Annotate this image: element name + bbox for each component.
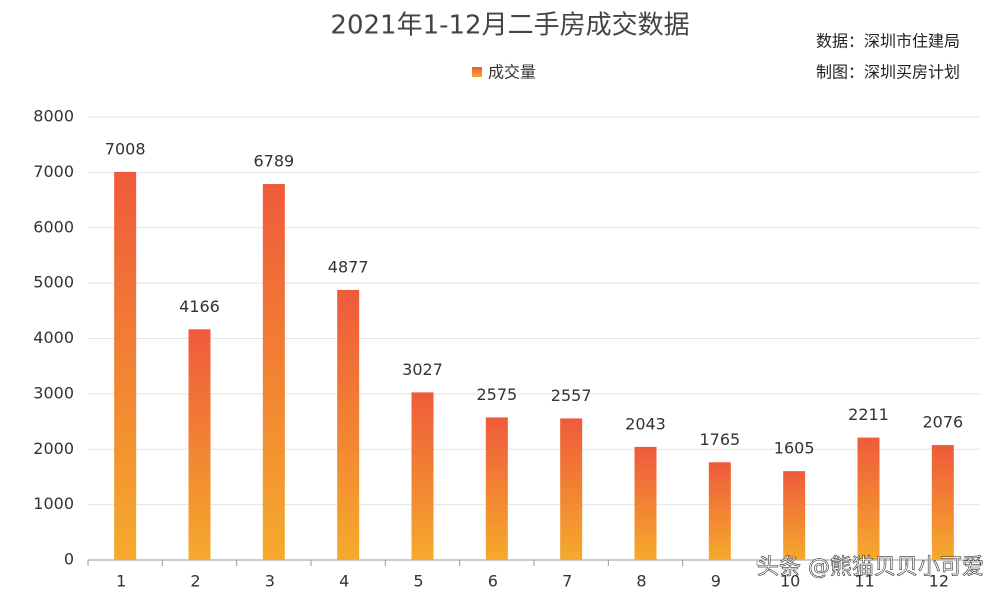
source-note: 数据：深圳市住建局 [816,32,960,51]
y-tick-label: 7000 [33,162,74,181]
x-tick-label: 7 [562,572,572,591]
bar [485,417,508,560]
x-tick-label: 10 [780,572,800,591]
y-tick-label: 6000 [33,217,74,236]
value-label: 1765 [699,430,740,449]
x-tick-label: 1 [116,572,126,591]
x-tick-label: 2 [190,572,200,591]
y-tick-label: 2000 [33,439,74,458]
author-note: 制图：深圳买房计划 [816,63,960,82]
value-label: 4877 [328,257,369,276]
y-tick-label: 8000 [33,107,74,126]
bar [708,462,731,560]
bar [188,329,211,560]
value-label: 2043 [625,414,666,433]
bar [337,289,360,560]
bar [857,437,880,560]
value-label: 6789 [253,152,294,171]
x-tick-label: 4 [339,572,349,591]
y-tick-label: 1000 [33,494,74,513]
y-tick-label: 5000 [33,273,74,292]
bar [931,445,954,560]
bar [560,418,583,560]
value-label: 2076 [922,413,963,432]
value-label: 3027 [402,360,443,379]
bar [783,471,806,560]
x-tick-label: 9 [711,572,721,591]
x-tick-label: 3 [265,572,275,591]
bar [262,184,285,560]
x-tick-label: 8 [636,572,646,591]
bar [634,446,657,560]
value-label: 2575 [476,385,517,404]
legend-marker [472,67,482,77]
y-tick-label: 0 [64,550,74,569]
watermark: 头条 @熊猫贝贝小可爱 [757,555,984,580]
x-tick-label: 5 [413,572,423,591]
x-tick-label: 12 [929,572,949,591]
x-tick-label: 11 [854,572,874,591]
value-label: 4166 [179,297,220,316]
legend-label: 成交量 [488,63,536,82]
value-label: 2211 [848,405,889,424]
value-label: 1605 [774,439,815,458]
x-tick-label: 6 [488,572,498,591]
y-tick-label: 4000 [33,328,74,347]
value-label: 2557 [551,386,592,405]
chart-title: 2021年1-12月二手房成交数据 [330,11,689,41]
value-label: 7008 [105,139,146,158]
bar [411,392,434,560]
bar [114,171,137,560]
y-tick-label: 3000 [33,383,74,402]
